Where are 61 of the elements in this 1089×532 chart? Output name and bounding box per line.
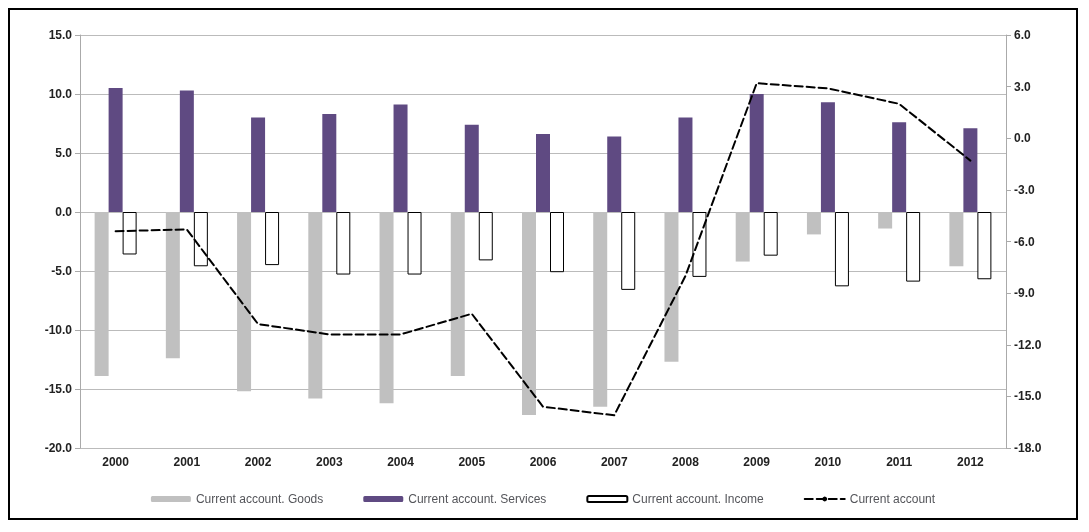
- x-tick-label: 2002: [244, 455, 272, 469]
- y-tick-label: 0.0: [55, 205, 73, 219]
- line-series: [114, 82, 972, 417]
- bar: [892, 122, 907, 212]
- bar: [906, 212, 921, 282]
- bar: [607, 136, 622, 212]
- legend-label: Current account: [849, 492, 936, 506]
- y2-tick-label: -18.0: [1014, 441, 1042, 455]
- x-tick-label: 2008: [672, 455, 700, 469]
- y2-tick-label: -6.0: [1014, 234, 1035, 249]
- bar: [977, 212, 992, 280]
- bar: [763, 212, 778, 256]
- bar: [322, 114, 337, 212]
- bar: [336, 212, 351, 275]
- y-tick-label: 10.0: [48, 87, 73, 101]
- y2-tick-label: 6.0: [1014, 28, 1032, 42]
- y2-tick-label: -12.0: [1014, 337, 1042, 352]
- x-tick-label: 2004: [387, 455, 415, 469]
- legend-label: Current account. Goods: [195, 492, 324, 506]
- x-tick-label: 2007: [600, 455, 628, 469]
- bar: [179, 90, 194, 212]
- bar: [478, 212, 493, 261]
- y2-tick-label: 0.0: [1014, 131, 1032, 146]
- y-tick-label: 5.0: [55, 146, 73, 160]
- bar: [251, 117, 266, 212]
- y-tick-label: 15.0: [48, 28, 73, 42]
- bar: [193, 212, 208, 267]
- x-tick-label: 2003: [315, 455, 343, 469]
- x-tick-label: 2001: [173, 455, 201, 469]
- x-tick-label: 2005: [458, 455, 486, 469]
- x-tick-label: 2000: [102, 455, 130, 469]
- legend-label: Current account. Income: [632, 492, 765, 506]
- bar: [692, 212, 707, 277]
- bar: [834, 212, 849, 287]
- y2-tick-label: -15.0: [1014, 389, 1042, 404]
- bar: [464, 124, 479, 212]
- bar: [536, 134, 550, 212]
- x-tick-label: 2012: [957, 455, 985, 469]
- y2-tick-label: 3.0: [1014, 79, 1032, 94]
- y-tick-label: -15.0: [44, 382, 73, 396]
- x-tick-label: 2010: [814, 455, 842, 469]
- y-tick-label: -10.0: [44, 323, 73, 337]
- bar: [393, 104, 408, 212]
- x-tick-label: 2009: [743, 455, 771, 469]
- x-tick-label: 2011: [886, 455, 913, 469]
- bar: [550, 212, 564, 273]
- y2-tick-label: -3.0: [1014, 182, 1035, 197]
- bar: [108, 88, 123, 212]
- x-tick-label: 2006: [529, 455, 557, 469]
- bar: [820, 102, 835, 212]
- bar: [265, 212, 280, 266]
- bar: [678, 117, 693, 212]
- y2-tick-label: -9.0: [1014, 286, 1035, 301]
- bar: [749, 94, 764, 212]
- bar: [963, 128, 978, 212]
- y-tick-label: -20.0: [44, 441, 73, 455]
- legend-label: Current account. Services: [408, 492, 547, 506]
- bar: [407, 212, 422, 275]
- bar: [621, 212, 636, 290]
- y-tick-label: -5.0: [51, 264, 73, 278]
- bar: [122, 212, 137, 255]
